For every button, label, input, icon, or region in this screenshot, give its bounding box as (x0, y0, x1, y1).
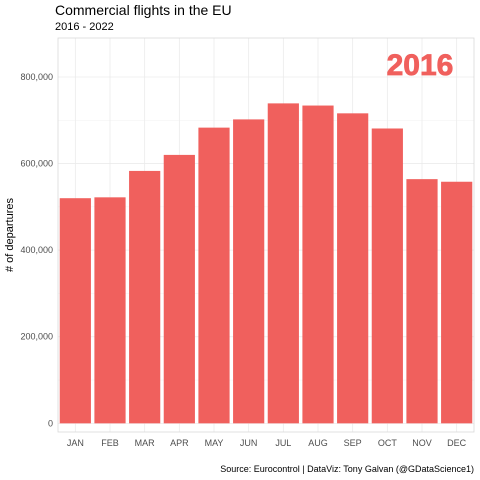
x-tick-label: SEP (344, 438, 362, 448)
x-tick-label: FEB (101, 438, 119, 448)
x-tick-label: AUG (308, 438, 328, 448)
bar-mar (129, 170, 161, 424)
y-tick-label: 600,000 (20, 159, 53, 169)
chart-subtitle: 2016 - 2022 (55, 21, 114, 33)
bar-oct (371, 128, 403, 424)
bar-aug (302, 105, 334, 424)
x-tick-label: OCT (378, 438, 398, 448)
bar-apr (163, 154, 195, 424)
y-tick-label: 400,000 (20, 245, 53, 255)
plot-panel-border (57, 37, 475, 433)
x-tick-label: NOV (412, 438, 432, 448)
source-caption: Source: Eurocontrol | DataViz: Tony Galv… (220, 464, 474, 474)
bar-jun (233, 119, 265, 424)
y-tick-label: 0 (48, 418, 53, 428)
bar-may (198, 127, 230, 424)
y-tick-label: 200,000 (20, 332, 53, 342)
x-tick-label: APR (170, 438, 189, 448)
year-annotation: 2016 (387, 49, 454, 82)
x-tick-label: MAY (205, 438, 224, 448)
y-axis-title: # of departures (4, 198, 16, 272)
bar-nov (406, 179, 438, 424)
x-tick-label: MAR (135, 438, 156, 448)
x-tick-label: JUL (275, 438, 291, 448)
chart-title: Commercial flights in the EU (55, 2, 232, 18)
x-tick-label: DEC (447, 438, 467, 448)
x-tick-label: JUN (240, 438, 258, 448)
bar-sep (337, 113, 369, 424)
bar-dec (441, 181, 473, 424)
bar-jan (59, 198, 91, 424)
bar-feb (94, 197, 126, 424)
x-tick-label: JAN (67, 438, 84, 448)
y-tick-label: 800,000 (20, 72, 53, 82)
bar-jul (267, 103, 299, 424)
